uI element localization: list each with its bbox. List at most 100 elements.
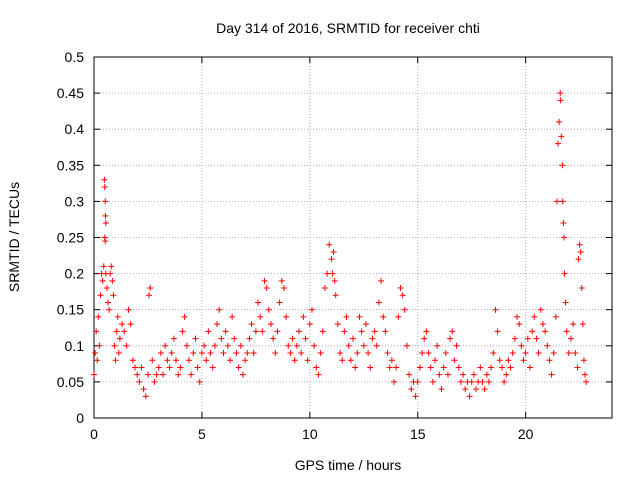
data-point bbox=[507, 364, 514, 371]
data-point bbox=[539, 321, 546, 328]
data-point bbox=[246, 335, 253, 342]
data-point bbox=[414, 378, 421, 385]
x-tick-label: 20 bbox=[518, 426, 534, 442]
data-point bbox=[220, 350, 227, 357]
data-point bbox=[107, 270, 114, 277]
data-point bbox=[181, 313, 188, 320]
data-point bbox=[442, 350, 449, 357]
y-tick-label: 0.5 bbox=[65, 49, 85, 65]
data-point bbox=[194, 364, 201, 371]
data-point bbox=[552, 313, 559, 320]
data-point bbox=[485, 378, 492, 385]
data-point bbox=[378, 277, 385, 284]
data-point bbox=[207, 350, 214, 357]
data-point bbox=[477, 364, 484, 371]
data-point bbox=[304, 357, 311, 364]
data-point bbox=[397, 285, 404, 292]
data-point bbox=[162, 342, 169, 349]
data-point bbox=[164, 357, 171, 364]
data-point bbox=[339, 357, 346, 364]
data-point bbox=[492, 306, 499, 313]
data-point bbox=[109, 277, 116, 284]
y-tick-label: 0.05 bbox=[57, 374, 84, 390]
data-point bbox=[116, 335, 123, 342]
y-tick-label: 0.4 bbox=[65, 121, 85, 137]
data-point bbox=[119, 321, 126, 328]
data-point bbox=[436, 371, 443, 378]
data-point bbox=[488, 364, 495, 371]
data-point bbox=[140, 386, 147, 393]
data-point bbox=[429, 378, 436, 385]
data-point bbox=[188, 371, 195, 378]
data-point bbox=[91, 371, 97, 378]
x-tick-label: 10 bbox=[302, 426, 318, 442]
data-point bbox=[503, 371, 510, 378]
data-point bbox=[235, 364, 242, 371]
data-point bbox=[535, 350, 542, 357]
data-point bbox=[403, 342, 410, 349]
data-point bbox=[112, 357, 119, 364]
data-point bbox=[134, 371, 141, 378]
data-point bbox=[196, 378, 203, 385]
data-point bbox=[224, 342, 231, 349]
data-point bbox=[559, 162, 566, 169]
data-point bbox=[341, 328, 348, 335]
data-point bbox=[291, 357, 298, 364]
data-point bbox=[526, 364, 533, 371]
data-point bbox=[425, 350, 432, 357]
data-point bbox=[233, 350, 240, 357]
data-points bbox=[91, 90, 590, 400]
data-point bbox=[100, 263, 107, 270]
data-point bbox=[514, 313, 521, 320]
data-point bbox=[259, 328, 266, 335]
data-point bbox=[153, 371, 160, 378]
data-point bbox=[326, 241, 333, 248]
data-point bbox=[369, 335, 376, 342]
data-point bbox=[466, 393, 473, 400]
data-point bbox=[125, 306, 132, 313]
data-point bbox=[408, 386, 415, 393]
data-point bbox=[293, 342, 300, 349]
data-point bbox=[416, 364, 423, 371]
data-point bbox=[580, 357, 587, 364]
data-point bbox=[289, 335, 296, 342]
data-point bbox=[296, 328, 303, 335]
data-point bbox=[505, 357, 512, 364]
data-point bbox=[146, 292, 153, 299]
data-point bbox=[226, 357, 233, 364]
data-point bbox=[113, 328, 120, 335]
data-point bbox=[203, 357, 210, 364]
data-point bbox=[102, 212, 109, 219]
data-point bbox=[324, 270, 331, 277]
grid-lines bbox=[94, 57, 612, 418]
data-point bbox=[432, 357, 439, 364]
data-point bbox=[115, 350, 122, 357]
data-point bbox=[280, 285, 287, 292]
data-point bbox=[583, 378, 590, 385]
data-point bbox=[567, 335, 574, 342]
data-point bbox=[498, 364, 505, 371]
data-point bbox=[362, 321, 369, 328]
chart-title: Day 314 of 2016, SRMTID for receiver cht… bbox=[216, 20, 480, 36]
data-point bbox=[311, 342, 318, 349]
x-tick-label: 0 bbox=[90, 426, 98, 442]
data-point bbox=[127, 321, 134, 328]
data-point bbox=[356, 313, 363, 320]
data-point bbox=[562, 299, 569, 306]
data-point bbox=[93, 328, 100, 335]
data-point bbox=[558, 133, 565, 140]
data-point bbox=[427, 364, 434, 371]
data-point bbox=[494, 328, 501, 335]
data-point bbox=[319, 328, 326, 335]
data-point bbox=[242, 357, 249, 364]
data-point bbox=[557, 90, 564, 97]
data-point bbox=[285, 342, 292, 349]
data-point bbox=[520, 357, 527, 364]
data-point bbox=[283, 313, 290, 320]
data-point bbox=[308, 306, 315, 313]
data-point bbox=[419, 350, 426, 357]
data-point bbox=[401, 306, 408, 313]
data-point bbox=[272, 350, 279, 357]
data-point bbox=[92, 350, 99, 357]
